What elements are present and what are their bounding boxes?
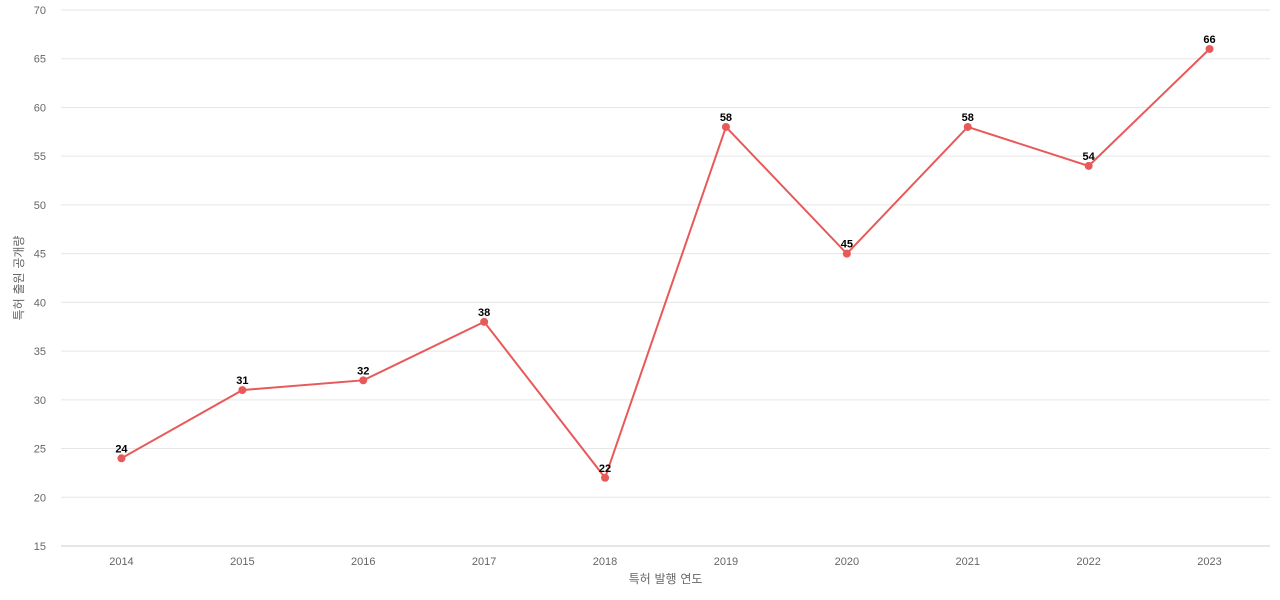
- x-tick-label: 2014: [109, 556, 133, 568]
- x-axis-title: 특허 발행 연도: [629, 571, 703, 586]
- y-tick-label: 70: [34, 5, 46, 17]
- data-point: [842, 249, 851, 258]
- data-label: 31: [236, 375, 248, 387]
- x-tick-label: 2015: [230, 556, 254, 568]
- y-tick-label: 25: [34, 444, 46, 456]
- y-tick-label: 20: [34, 492, 46, 504]
- data-label: 66: [1203, 34, 1215, 46]
- gridlines: [61, 9, 1270, 498]
- x-tick-label: 2019: [714, 556, 738, 568]
- x-axis-ticks: 2014 2015 2016 2017 2018 2019 2020 2021 2022 2023: [109, 556, 1222, 568]
- y-axis-ticks: 15 20 25 30 35 40 45 50 55 60 65 70: [34, 5, 46, 553]
- data-point: [963, 122, 972, 131]
- data-label: 58: [962, 112, 974, 124]
- x-tick-label: 2022: [1076, 556, 1100, 568]
- data-point: [601, 473, 610, 482]
- y-tick-label: 50: [34, 200, 46, 212]
- y-tick-label: 40: [34, 297, 46, 309]
- data-label: 54: [1083, 151, 1096, 163]
- data-point: [1205, 44, 1214, 53]
- y-tick-label: 30: [34, 395, 46, 407]
- data-label: 45: [841, 239, 853, 251]
- data-label: 32: [357, 365, 369, 377]
- data-label: 24: [115, 443, 128, 455]
- data-label: 58: [720, 112, 732, 124]
- y-tick-label: 65: [34, 54, 46, 66]
- data-label: 22: [599, 463, 611, 475]
- data-point: [117, 454, 126, 463]
- data-label: 38: [478, 307, 490, 319]
- x-tick-label: 2018: [593, 556, 617, 568]
- x-tick-label: 2017: [472, 556, 496, 568]
- x-tick-label: 2021: [956, 556, 980, 568]
- data-point: [359, 376, 368, 385]
- data-labels: 24 31 32 38 22 58 45 58 54 66: [115, 34, 1215, 475]
- y-tick-label: 55: [34, 151, 46, 163]
- data-point: [721, 122, 730, 131]
- y-axis-title: 특허 출원 공개량: [12, 236, 26, 321]
- data-point: [480, 317, 489, 326]
- y-tick-label: 15: [34, 541, 46, 553]
- data-point: [1084, 161, 1093, 170]
- x-tick-label: 2020: [835, 556, 859, 568]
- data-point: [238, 386, 247, 395]
- series-line: [120, 48, 1211, 480]
- x-tick-label: 2023: [1197, 556, 1221, 568]
- x-tick-label: 2016: [351, 556, 375, 568]
- y-tick-label: 35: [34, 346, 46, 358]
- data-points: [117, 44, 1214, 482]
- y-tick-label: 60: [34, 102, 46, 114]
- y-tick-label: 45: [34, 249, 46, 261]
